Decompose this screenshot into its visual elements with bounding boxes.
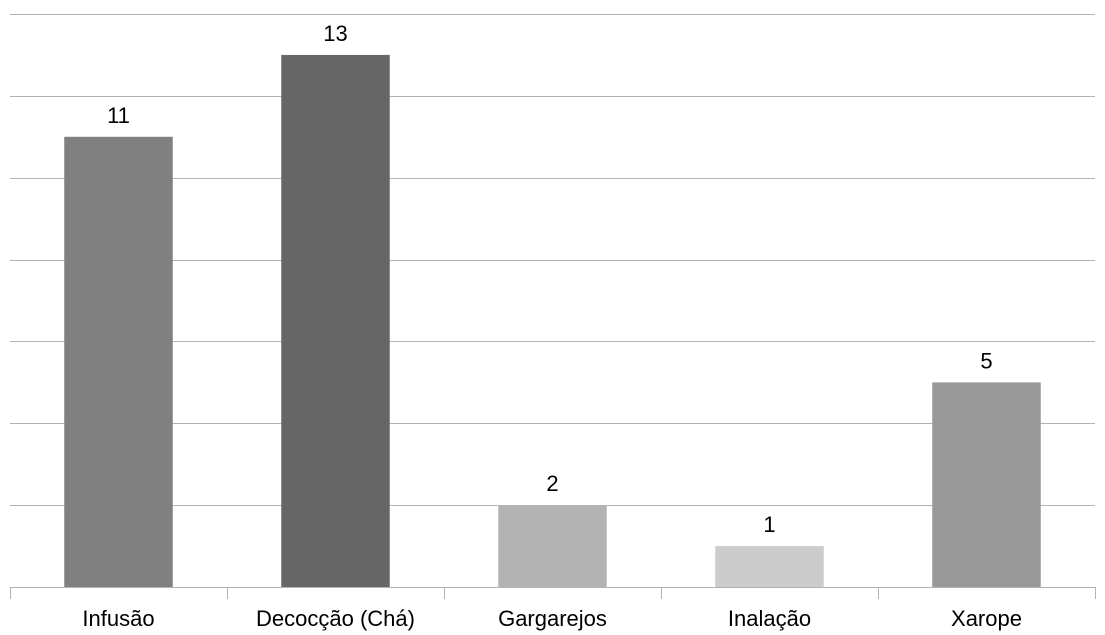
bar [498,505,607,587]
bar [281,54,390,587]
data-label: 5 [980,348,992,373]
category-label: Decocção (Chá) [256,606,415,631]
gridlines [10,14,1095,588]
data-label: 11 [107,103,130,128]
category-label: Gargarejos [498,606,607,631]
data-label: 13 [323,21,347,46]
category-label: Xarope [951,606,1022,631]
labels: 11 Infusão 13 Decocção (Chá) 2 Gargarejos 1 Ina… [82,21,1022,631]
bar [932,382,1041,587]
x-axis [10,587,1096,599]
category-label: Inalação [728,606,811,631]
data-label: 1 [763,512,775,537]
category-label: Infusão [82,606,154,631]
bar [64,136,173,588]
bars [64,54,1041,588]
data-label: 2 [546,471,558,496]
bar [715,546,824,587]
